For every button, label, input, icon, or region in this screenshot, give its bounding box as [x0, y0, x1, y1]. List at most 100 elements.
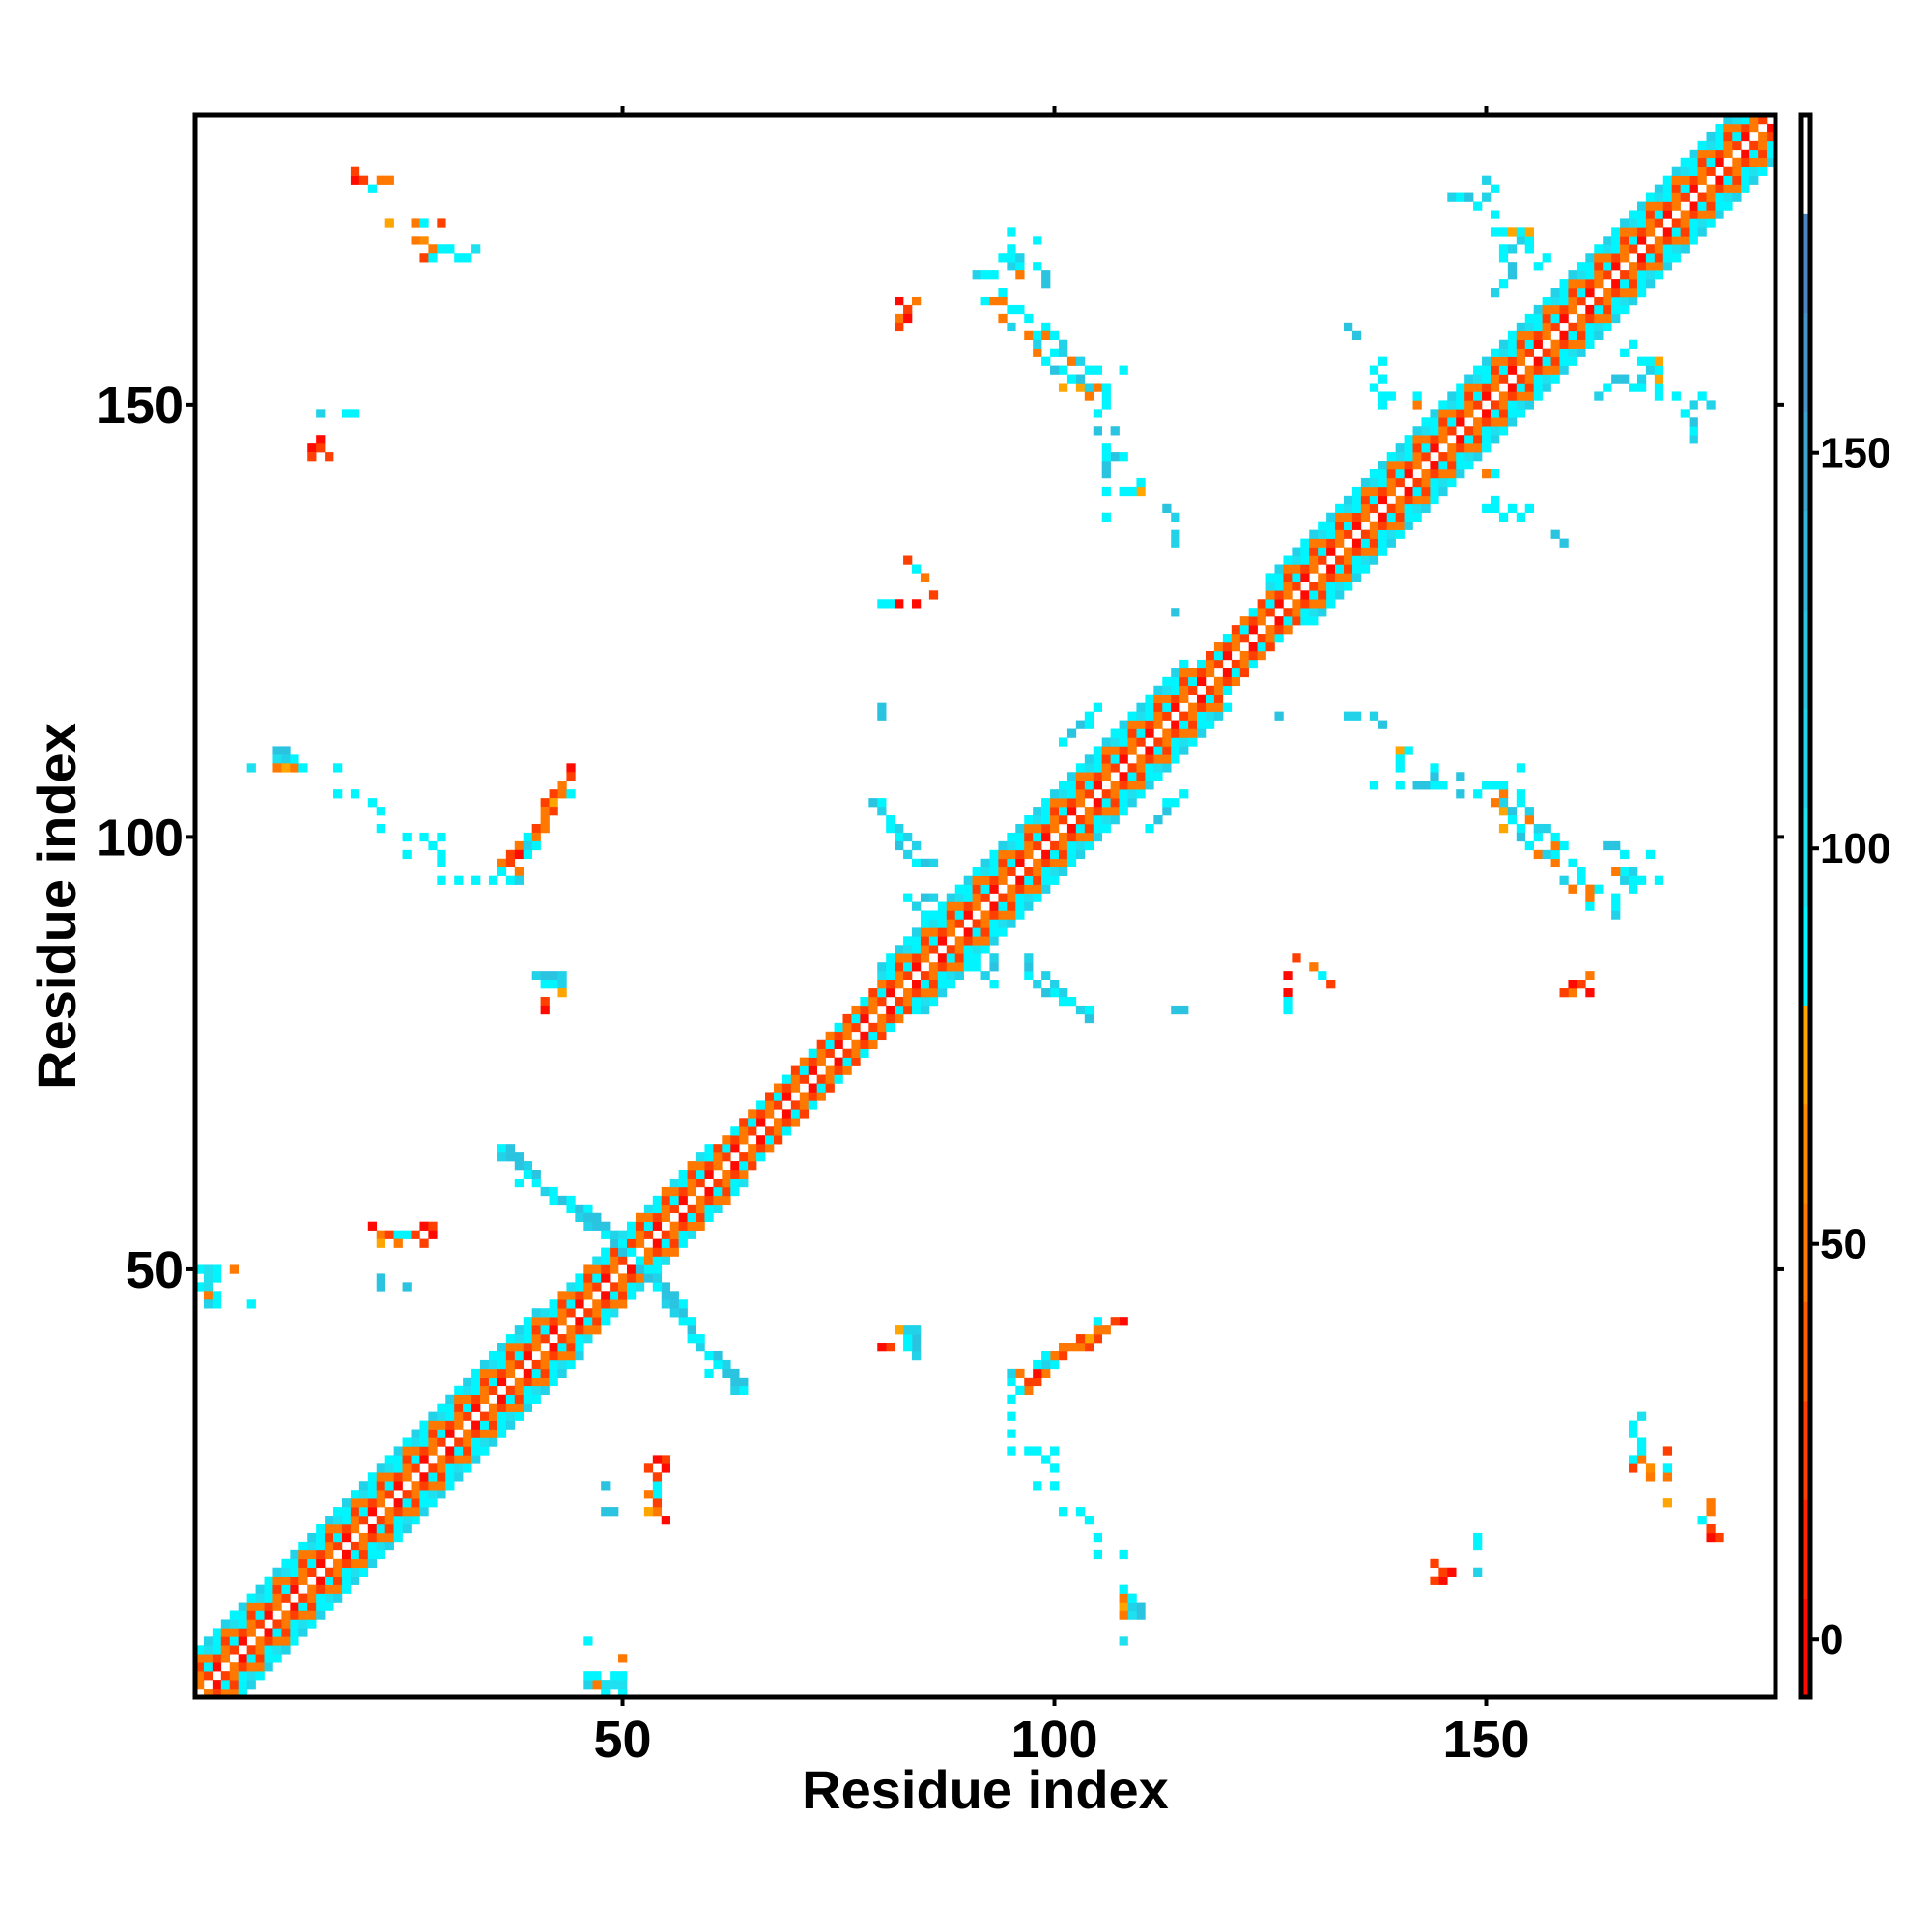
contact-cell: [437, 849, 446, 860]
contact-cell: [333, 1584, 343, 1594]
contact-cell: [307, 1610, 317, 1620]
contact-cell: [1438, 486, 1448, 497]
contact-cell: [488, 1377, 498, 1387]
contact-cell: [1611, 244, 1621, 254]
contact-cell: [1007, 253, 1016, 263]
contact-cell: [1188, 702, 1198, 712]
contact-cell: [531, 1308, 541, 1318]
contact-cell: [497, 1144, 507, 1153]
contact-cell: [1723, 115, 1733, 125]
contact-cell: [463, 1411, 472, 1421]
contact-cell: [1205, 694, 1215, 703]
contact-cell: [1636, 279, 1647, 289]
contact-cell: [1326, 599, 1336, 609]
contact-cell: [903, 962, 913, 972]
contact-cell: [722, 1144, 731, 1153]
contact-cell: [203, 1264, 213, 1274]
contact-cell: [895, 980, 904, 989]
contact-cell: [661, 1212, 670, 1222]
contact-cell: [1629, 279, 1638, 289]
contact-cell: [1127, 720, 1137, 729]
contact-cell: [1084, 711, 1094, 721]
contact-cell: [1594, 253, 1604, 263]
contact-cell: [1662, 201, 1673, 211]
contact-cell: [954, 893, 964, 902]
contact-cell: [246, 1654, 256, 1663]
contact-cell: [1559, 296, 1569, 306]
contact-cell: [1360, 503, 1371, 514]
contact-cell: [748, 1152, 757, 1162]
contact-cell: [678, 1178, 688, 1188]
contact-cell: [1024, 313, 1034, 324]
contact-cell: [471, 1403, 481, 1412]
contact-cell: [540, 1385, 550, 1396]
contact-cell: [1706, 218, 1716, 228]
contact-cell: [454, 253, 464, 263]
contact-cell: [471, 1437, 481, 1447]
contact-cell: [1524, 383, 1534, 392]
contact-cell: [290, 1636, 299, 1646]
contact-cell: [1568, 288, 1577, 298]
contact-cell: [1533, 313, 1543, 324]
contact-cell: [229, 1680, 239, 1690]
contact-cell: [531, 1317, 541, 1326]
contact-cell: [1507, 270, 1518, 280]
contact-cell: [1283, 582, 1293, 591]
contact-cell: [1498, 781, 1509, 790]
contact-cell: [980, 936, 990, 946]
contact-cell: [1456, 192, 1465, 202]
contact-cell: [1145, 746, 1154, 755]
contact-cell: [341, 1584, 352, 1594]
contact-cell: [1473, 1541, 1483, 1551]
contact-cell: [281, 1593, 291, 1603]
contact-cell: [1559, 288, 1569, 298]
contact-cell: [540, 823, 550, 834]
contact-cell: [1326, 521, 1336, 530]
contact-cell: [963, 884, 973, 894]
contact-cell: [1084, 1516, 1094, 1525]
contact-cell: [1404, 495, 1413, 505]
contact-cell: [972, 919, 981, 928]
contact-cell: [825, 1065, 835, 1075]
contact-cell: [1456, 469, 1465, 479]
contact-cell: [1110, 426, 1120, 436]
contact-cell: [1749, 123, 1759, 133]
contact-cell: [514, 840, 525, 851]
contact-cell: [480, 1359, 490, 1370]
contact-cell: [350, 409, 360, 418]
contact-cell: [1438, 469, 1448, 479]
contact-cell: [1127, 711, 1137, 721]
contact-cell: [1645, 1472, 1656, 1482]
contact-cell: [411, 1455, 420, 1464]
contact-cell: [748, 1126, 757, 1136]
contact-cell: [1058, 1350, 1068, 1361]
contact-cell: [264, 1610, 273, 1620]
contact-cell: [1697, 149, 1707, 159]
contact-cell: [1024, 823, 1034, 834]
contact-cell: [1749, 140, 1759, 151]
contact-cell: [437, 1420, 446, 1430]
contact-cell: [1136, 720, 1146, 729]
contact-cell: [912, 988, 922, 998]
contact-cell: [212, 1680, 222, 1690]
contact-cell: [1438, 477, 1448, 488]
contact-cell: [514, 1161, 525, 1171]
contact-cell: [488, 1403, 498, 1412]
contact-cell: [739, 1170, 749, 1179]
contact-cell: [1292, 547, 1301, 556]
contact-cell: [980, 927, 990, 937]
contact-cell: [376, 1481, 385, 1491]
contact-cell: [704, 1152, 714, 1162]
contact-cell: [1309, 555, 1319, 565]
contact-cell: [1015, 840, 1025, 851]
colorbar-band: [1801, 906, 1810, 1006]
contact-cell: [281, 1567, 291, 1577]
contact-cell: [1309, 608, 1319, 617]
contact-cell: [376, 1523, 385, 1534]
contact-cell: [1715, 201, 1724, 211]
contact-cell: [298, 1549, 308, 1560]
contact-cell: [419, 253, 429, 263]
contact-cell: [341, 1567, 352, 1577]
contact-cell: [220, 1619, 231, 1629]
contact-cell: [1533, 849, 1543, 860]
